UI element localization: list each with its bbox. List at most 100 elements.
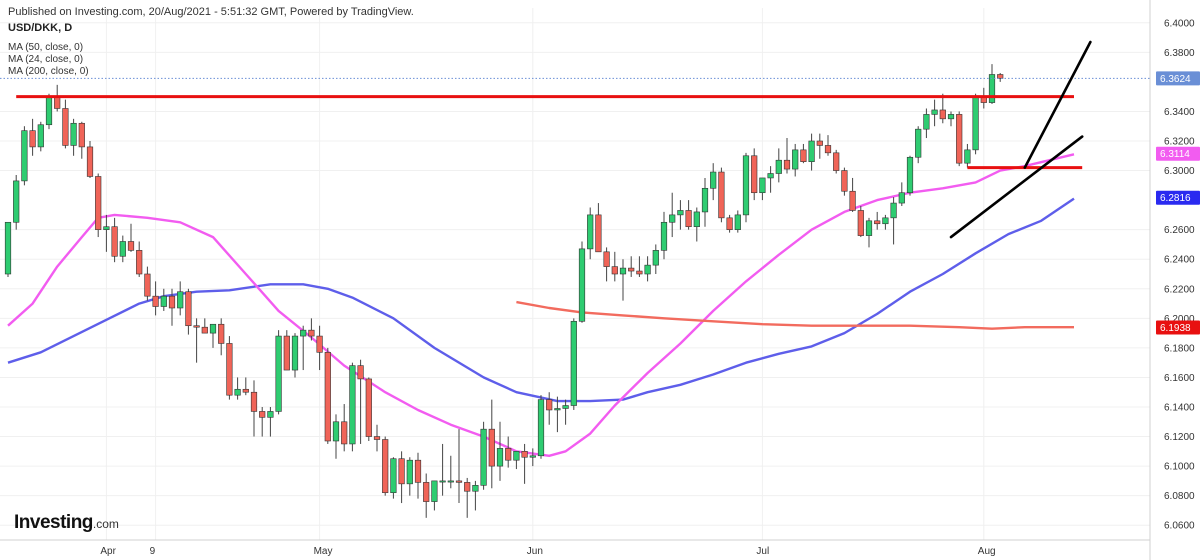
candle-down[interactable] (956, 114, 963, 164)
candle-down[interactable] (341, 421, 348, 445)
candle-down[interactable] (833, 152, 840, 171)
candle-up[interactable] (767, 173, 774, 179)
candle-down[interactable] (546, 399, 553, 411)
candle-up[interactable] (734, 214, 741, 230)
candle-up[interactable] (890, 202, 897, 219)
candle-up[interactable] (209, 323, 217, 334)
candle-up[interactable] (332, 421, 340, 442)
candle-up[interactable] (177, 291, 184, 309)
candle-down[interactable] (816, 140, 823, 146)
indicator-ma24-label[interactable]: MA (24, close, 0) (8, 54, 84, 65)
trendline-2[interactable] (1023, 40, 1092, 169)
candle-down[interactable] (242, 388, 249, 393)
candle-up[interactable] (882, 217, 889, 225)
candle-up[interactable] (472, 485, 479, 492)
candle-down[interactable] (144, 273, 151, 297)
candle-up[interactable] (964, 149, 971, 164)
candle-up[interactable] (70, 122, 77, 146)
candle-up[interactable] (406, 459, 413, 485)
candle-up[interactable] (234, 388, 241, 396)
candle-down[interactable] (398, 458, 405, 485)
candle-down[interactable] (628, 267, 635, 272)
candle-down[interactable] (685, 210, 692, 228)
candle-up[interactable] (390, 458, 397, 494)
candle-up[interactable] (513, 451, 520, 461)
candle-down[interactable] (226, 343, 233, 396)
candle-down[interactable] (997, 74, 1004, 79)
candle-down[interactable] (168, 295, 176, 309)
candle-up[interactable] (562, 405, 569, 409)
candle-up[interactable] (898, 192, 905, 204)
candle-down[interactable] (152, 295, 159, 307)
candle-down[interactable] (414, 459, 422, 483)
candle-down[interactable] (62, 108, 69, 146)
candle-down[interactable] (800, 149, 807, 162)
candle-up[interactable] (480, 428, 487, 486)
candle-up[interactable] (660, 221, 668, 251)
candle-up[interactable] (742, 155, 750, 216)
candle-down[interactable] (29, 130, 36, 148)
candle-up[interactable] (447, 480, 454, 483)
candle-down[interactable] (824, 145, 832, 154)
candle-down[interactable] (718, 171, 725, 219)
candle-down[interactable] (373, 436, 381, 440)
candle-down[interactable] (726, 217, 733, 230)
candle-up[interactable] (300, 329, 307, 337)
candle-down[interactable] (365, 378, 372, 437)
candle-down[interactable] (250, 391, 258, 412)
candle-up[interactable] (865, 220, 873, 236)
candle-down[interactable] (455, 480, 463, 483)
candle-down[interactable] (218, 323, 225, 344)
candle-up[interactable] (906, 156, 914, 194)
candle-down[interactable] (283, 335, 290, 371)
candle-down[interactable] (636, 270, 643, 275)
candle-down[interactable] (841, 170, 848, 192)
candle-up[interactable] (275, 335, 282, 412)
candle-up[interactable] (119, 241, 126, 257)
candle-down[interactable] (382, 439, 389, 494)
candle-down[interactable] (185, 291, 192, 327)
candle-down[interactable] (857, 210, 864, 236)
candle-up[interactable] (13, 180, 20, 223)
candle-down[interactable] (603, 251, 610, 267)
candle-up[interactable] (21, 130, 28, 182)
candle-up[interactable] (972, 96, 979, 151)
candle-up[interactable] (291, 335, 299, 371)
candle-down[interactable] (259, 411, 266, 418)
candle-down[interactable] (127, 241, 135, 251)
candle-up[interactable] (677, 210, 684, 216)
indicator-ma200-label[interactable]: MA (200, close, 0) (8, 66, 89, 77)
candle-down[interactable] (78, 122, 85, 148)
candle-down[interactable] (488, 428, 495, 467)
candle-up[interactable] (570, 320, 577, 406)
candle-up[interactable] (37, 124, 44, 148)
candle-down[interactable] (357, 365, 364, 380)
candle-up[interactable] (619, 267, 627, 275)
candle-up[interactable] (669, 214, 676, 223)
candle-up[interactable] (931, 109, 938, 115)
candle-down[interactable] (201, 326, 208, 334)
candle-up[interactable] (554, 408, 561, 411)
candle-up[interactable] (988, 74, 996, 103)
candle-up[interactable] (267, 411, 274, 418)
candle-up[interactable] (710, 171, 717, 189)
candle-down[interactable] (611, 266, 618, 275)
candle-down[interactable] (464, 482, 471, 492)
candle-up[interactable] (587, 214, 594, 250)
candle-down[interactable] (54, 96, 61, 109)
candle-up[interactable] (915, 128, 922, 158)
candle-down[interactable] (86, 146, 94, 177)
candle-up[interactable] (439, 480, 446, 483)
candle-down[interactable] (316, 335, 323, 353)
candle-up[interactable] (349, 365, 356, 445)
trendline-1[interactable] (949, 135, 1084, 239)
candle-up[interactable] (496, 448, 504, 467)
indicator-ma50-label[interactable]: MA (50, close, 0) (8, 42, 84, 53)
candle-down[interactable] (595, 214, 602, 253)
candle-down[interactable] (505, 448, 512, 461)
candle-up[interactable] (537, 399, 545, 457)
candle-down[interactable] (521, 451, 528, 458)
candle-up[interactable] (529, 455, 536, 458)
candle-up[interactable] (652, 250, 659, 266)
